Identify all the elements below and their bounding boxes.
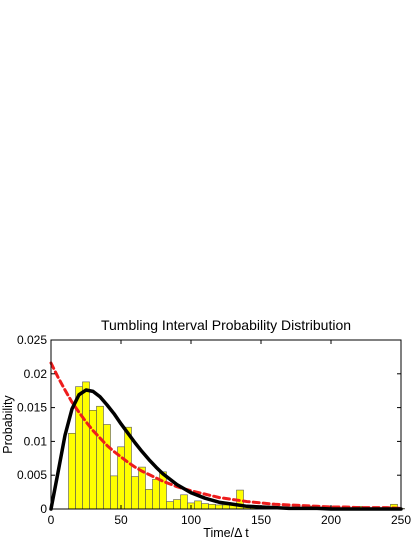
axes-box [50,339,402,510]
histogram-bar [96,405,104,510]
histogram-bar [180,494,188,510]
histogram-bar [201,503,209,510]
histogram-bar [194,500,202,510]
y-tick-label: 0.015 [17,401,47,415]
histogram-bar [68,432,76,510]
x-tick-label: 200 [321,513,341,527]
x-tick-label: 100 [181,513,201,527]
y-tick-label: 0.02 [24,367,48,381]
red-dashed-fit-curve [49,361,403,510]
x-tick-label: 150 [251,513,271,527]
y-tick-label: 0.025 [17,333,47,347]
axis-ticks [50,339,402,510]
x-tick-label: 0 [48,513,55,527]
x-axis-title: Time/Δ t [203,526,249,538]
histogram-bar [110,475,118,510]
y-axis-title: Probability [1,395,15,454]
y-tick-label: 0 [40,502,47,516]
histogram-bar [145,489,153,510]
histogram-bar [75,386,83,510]
histogram-bar [131,476,139,510]
histogram-bars [68,381,405,510]
histogram-bar [208,503,216,510]
chart-title: Tumbling Interval Probability Distributi… [101,317,351,333]
histogram-bar [173,499,181,510]
histogram-bar [215,504,223,510]
axis-tick-labels: 0 50 100 150 200 250 0 0.005 0.01 0.015 0.02 0.025 [17,333,411,527]
y-tick-label: 0.01 [24,434,48,448]
y-tick-label: 0.005 [17,468,47,482]
x-tick-label: 50 [114,513,128,527]
histogram-bar [152,478,160,510]
histogram-bar [82,381,90,510]
histogram-bar [222,504,230,510]
histogram-bar [166,501,174,510]
x-tick-label: 250 [391,513,411,527]
histogram-bar [103,424,111,510]
